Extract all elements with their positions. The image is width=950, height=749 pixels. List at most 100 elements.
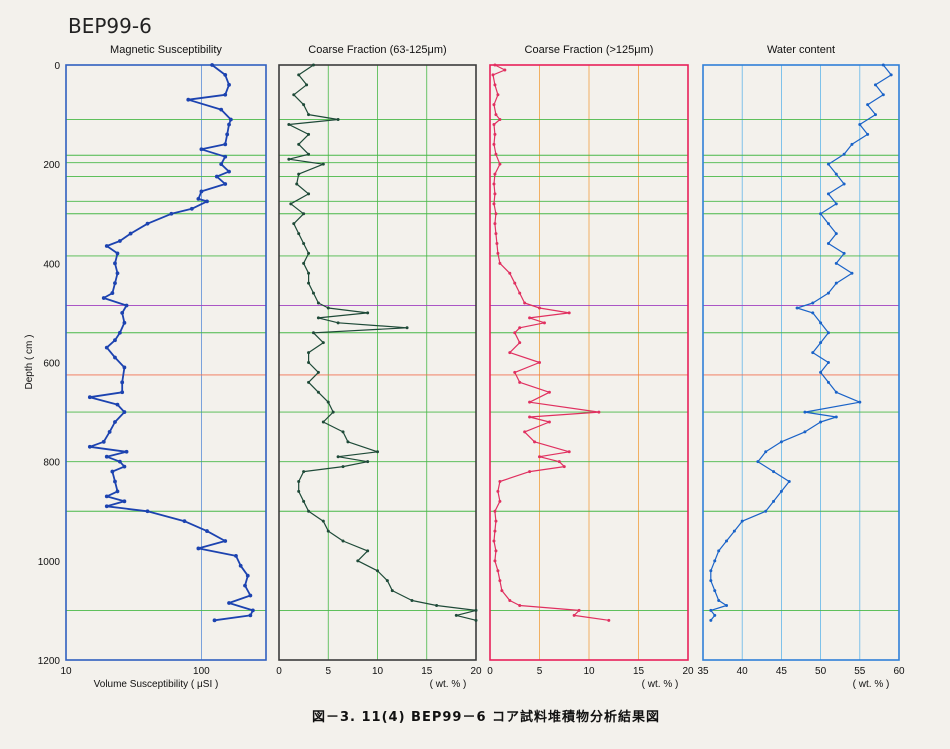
data-point [572,613,576,617]
data-point [113,355,117,360]
data-point [826,242,830,245]
data-point [866,132,870,136]
data-point [366,460,370,464]
x-tick-label: 5 [537,666,543,677]
data-point [474,608,478,612]
data-point [307,380,311,384]
panel-frame [278,64,477,661]
data-point [297,142,301,146]
x-tick-label: 0 [276,666,282,677]
data-point [196,196,201,201]
data-point [113,479,117,484]
data-point [842,152,846,156]
data-point [297,480,301,483]
x-tick-label: 60 [893,666,905,677]
data-point [346,440,350,444]
data-point [169,211,174,216]
data-point [110,291,115,295]
x-tick-label: 10 [60,666,72,677]
data-point [305,83,309,87]
data-point [819,212,823,216]
data-point [764,509,768,513]
panel-title: Coarse Fraction (63-125μm) [308,44,446,56]
data-point [227,601,231,605]
data-point [498,480,502,483]
data-point [493,559,497,563]
data-point [101,296,106,300]
data-point [341,465,345,469]
data-point [547,390,551,394]
data-point [725,603,729,607]
data-point [113,261,117,266]
data-point [826,192,830,196]
data-point [709,608,713,612]
data-point [508,271,512,275]
data-point [528,400,532,404]
data-point [104,504,109,509]
data-point [366,311,370,315]
data-point [307,251,311,255]
data-point [717,549,721,553]
data-point [496,251,500,255]
data-point [307,361,311,364]
data-point [227,122,231,127]
data-point [811,311,815,315]
depth-tick-label: 600 [43,359,60,370]
data-point [199,189,204,194]
data-point [227,169,231,174]
data-point [104,345,109,350]
data-point [321,519,325,523]
panel-frame [702,64,900,661]
series-line [492,64,609,621]
depth-axis-ticks: 0 200 400 600 800 1000 1200 [38,61,61,667]
data-point [889,73,893,77]
data-point [494,549,498,553]
data-point [302,242,306,245]
data-point [850,271,854,275]
x-tick-label: 10 [583,666,595,677]
data-point [492,539,496,543]
data-point [110,469,115,474]
data-point [498,162,502,166]
data-point [500,589,504,593]
data-point [295,182,299,186]
data-point [113,420,117,424]
data-point [199,147,204,152]
data-point [858,400,862,404]
data-point [562,465,566,469]
data-point [834,172,838,176]
data-point [713,613,717,617]
data-point [834,281,838,285]
data-point [493,509,497,513]
data-point [498,261,502,265]
data-point [709,579,713,583]
data-point [182,519,187,524]
data-point [538,361,541,364]
data-point [336,118,340,122]
data-point [779,440,783,444]
data-point [834,202,838,206]
data-point [113,338,117,343]
data-point [336,455,340,459]
data-point [756,460,760,464]
depth-tick-label: 1000 [38,557,61,568]
data-point [311,63,315,67]
data-point [834,415,838,419]
data-point [302,212,306,216]
data-point [709,618,713,622]
data-point [567,311,571,315]
data-point [219,107,224,112]
data-point [772,499,776,503]
data-point [321,341,325,345]
data-point [248,613,253,618]
data-point [881,63,885,67]
data-point [302,499,306,503]
data-point [523,301,527,305]
data-point [316,301,320,305]
data-point [292,222,296,226]
data-point [493,132,497,136]
data-point [772,470,776,474]
data-point [117,239,122,243]
data-point [496,489,500,493]
data-point [533,440,537,444]
